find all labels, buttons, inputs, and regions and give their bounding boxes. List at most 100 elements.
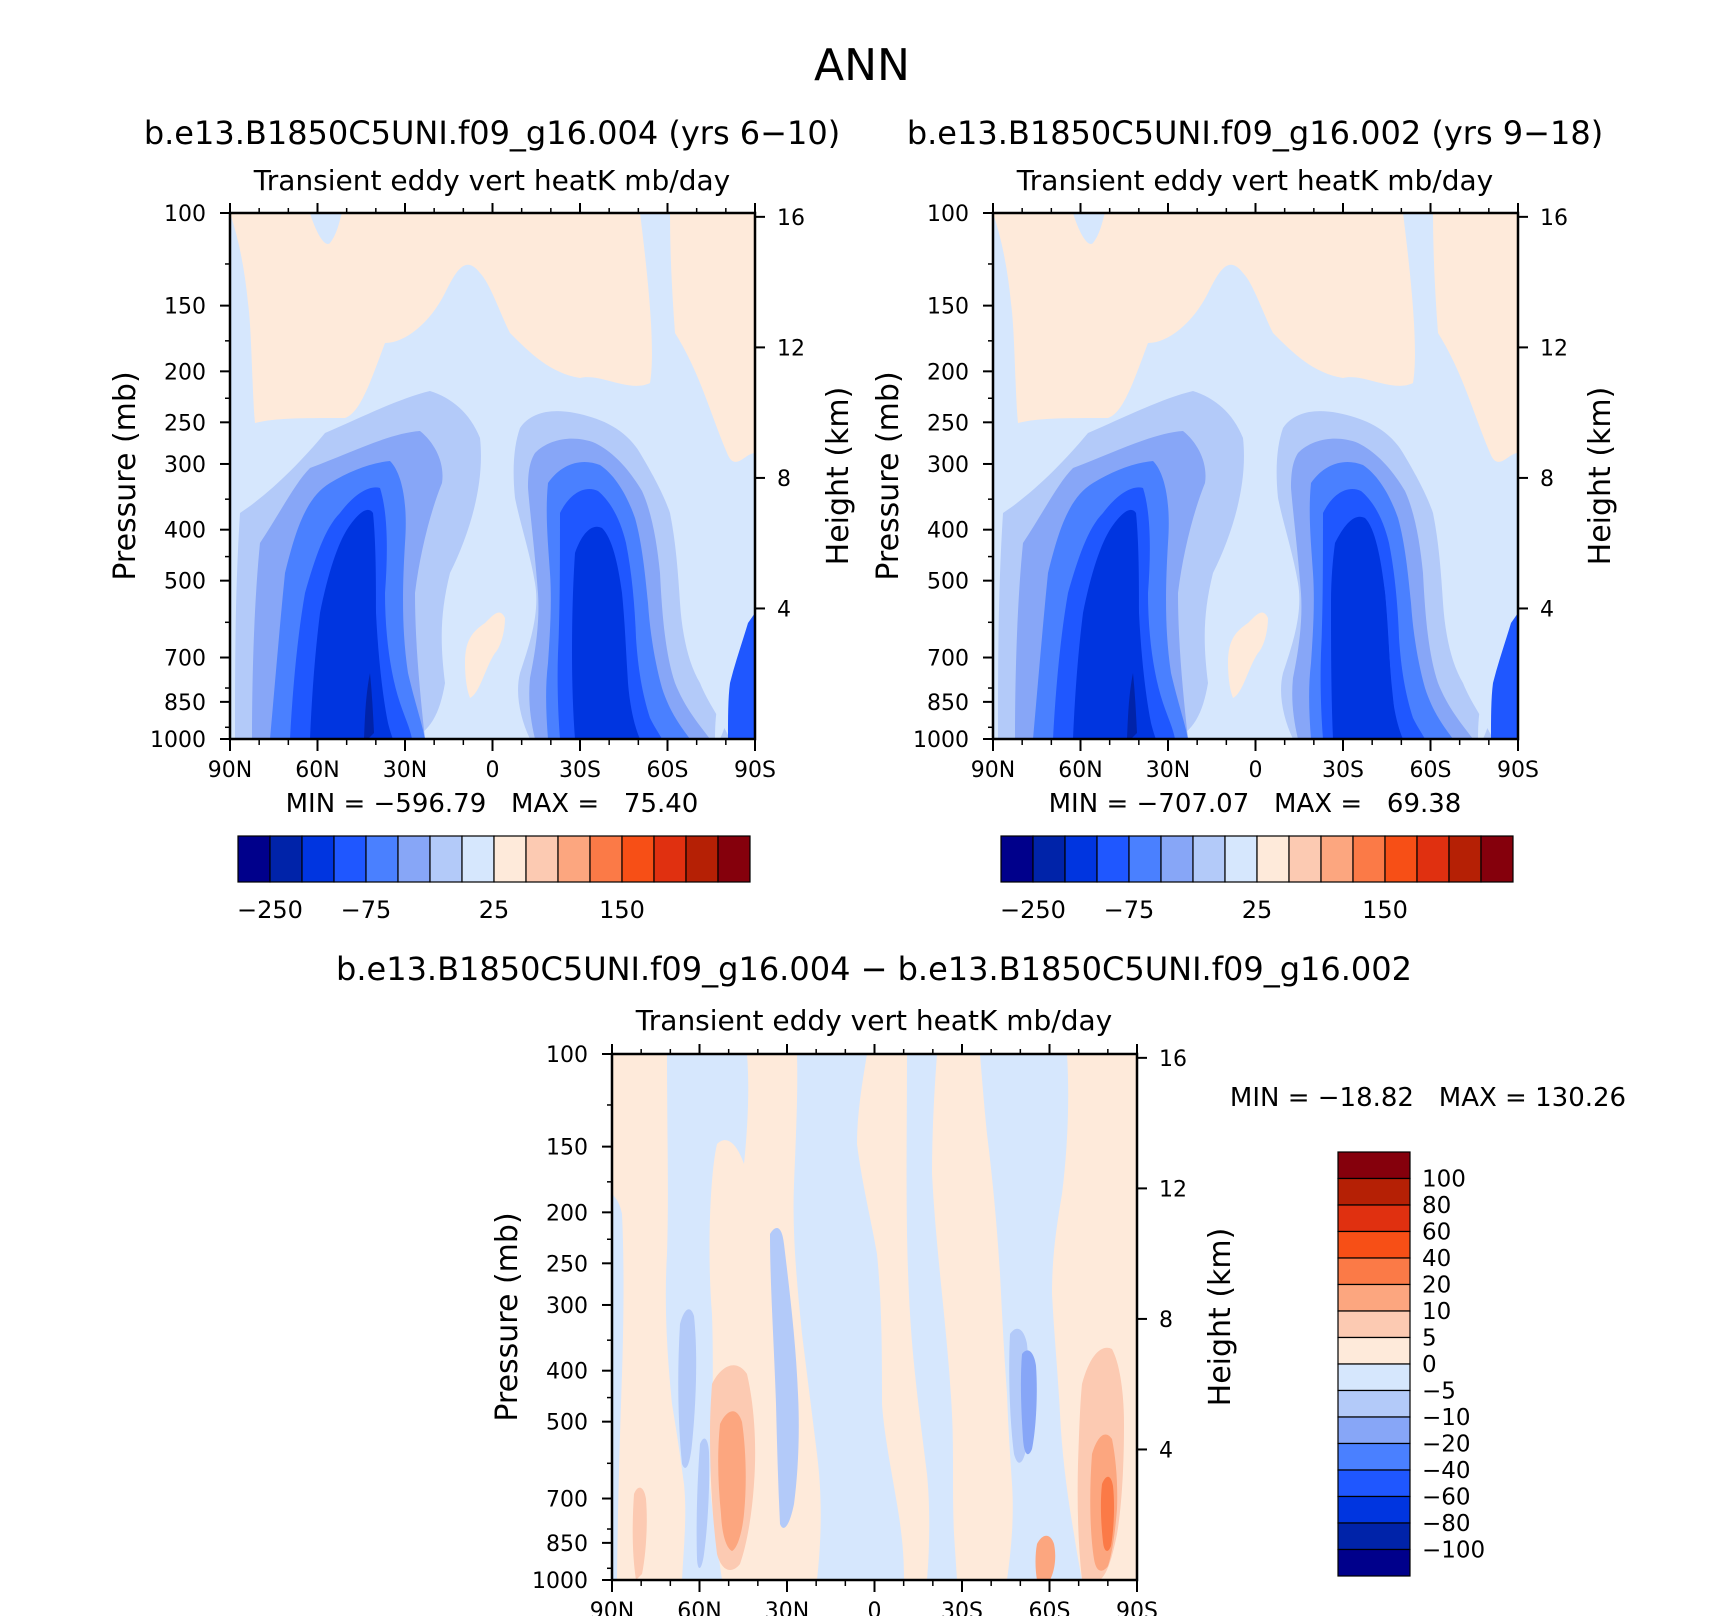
panel-2-min-max: MIN = −707.07 MAX = 69.38	[1049, 789, 1462, 819]
panel-diff-colorbar-swatch	[1337, 1204, 1411, 1233]
panel-diff-colorbar-swatch	[1337, 1442, 1411, 1471]
panel-2-colorbar-swatch	[1160, 835, 1194, 883]
panel-1-colorbar-swatch	[685, 835, 719, 883]
panel-1-variable-title: Transient eddy vert heatK mb/day	[253, 164, 730, 197]
panel-2-xtick-label: 90N	[971, 758, 1015, 783]
panel-diff-colorbar-swatch	[1337, 1522, 1411, 1551]
panel-2-colorbar-label: 25	[1242, 896, 1273, 924]
panel-2-colorbar-label: −75	[1104, 896, 1155, 924]
panel-1-ytick-label: 300	[164, 453, 206, 478]
panel-1-colorbar-label: −250	[237, 896, 303, 924]
panel-2-colorbar-swatch	[1192, 835, 1226, 883]
panel-1-y2tick-label: 12	[777, 336, 805, 361]
panel-diff-colorbar-label: 20	[1422, 1273, 1451, 1299]
panel-1-colorbar-swatch	[269, 835, 303, 883]
panel-diff-colorbar-swatch	[1337, 1257, 1411, 1286]
panel-diff-ytick-label: 1000	[532, 1569, 588, 1594]
panel-diff: b.e13.B1850C5UNI.f09_g16.004 − b.e13.B18…	[336, 950, 1626, 1616]
panel-diff-colorbar-swatch	[1337, 1230, 1411, 1259]
panel-diff-min-max: MIN = −18.82 MAX = 130.26	[1230, 1083, 1626, 1113]
panel-1-y2tick-label: 4	[777, 597, 791, 622]
panel-diff-axes: 100 150 200 250 300 400 500 700 850 1000 16 12 8 4 90N…	[532, 1043, 1187, 1616]
panel-2-y2tick-label: 4	[1540, 597, 1554, 622]
panel-2-colorbar-swatch	[1064, 835, 1098, 883]
panel-diff-colorbar-label: −80	[1422, 1511, 1471, 1537]
panel-diff-ylabel: Pressure (mb)	[490, 1212, 525, 1421]
panel-2-colorbar-swatch	[1000, 835, 1034, 883]
panel-2-colorbar-label: 150	[1362, 896, 1408, 924]
figure-title: ANN	[814, 40, 910, 91]
panel-diff-xtick-label: 30N	[765, 1599, 809, 1616]
panel-diff-ytick-label: 150	[546, 1136, 588, 1161]
panel-2-contour-field	[993, 213, 1518, 739]
panel-2-case-title: b.e13.B1850C5UNI.f09_g16.002 (yrs 9−18)	[907, 114, 1603, 152]
panel-2-colorbar-swatch	[1384, 835, 1418, 883]
panel-1-colorbar-swatch	[653, 835, 687, 883]
panel-1-contour-field	[230, 213, 755, 739]
panel-2-colorbar-swatch	[1032, 835, 1066, 883]
panel-2-y2tick-label: 16	[1540, 206, 1568, 231]
panel-diff-colorbar-swatch	[1337, 1548, 1411, 1577]
panel-diff-ytick-label: 850	[546, 1532, 588, 1557]
panel-2-colorbar-swatch	[1352, 835, 1386, 883]
panel-2-xtick-label: 60N	[1058, 758, 1102, 783]
panel-1-xtick-label: 90S	[734, 758, 776, 783]
panel-2-colorbar-swatch	[1128, 835, 1162, 883]
panel-2-colorbar-swatch	[1480, 835, 1514, 883]
panel-1-colorbar-swatch	[365, 835, 399, 883]
panel-diff-contour-field	[612, 1054, 1137, 1580]
panel-1-xtick-label: 60N	[295, 758, 339, 783]
panel-2-colorbar-swatch	[1256, 835, 1290, 883]
panel-diff-colorbar-swatch	[1337, 1151, 1411, 1180]
panel-diff-y2tick-label: 16	[1159, 1047, 1187, 1072]
panel-diff-xtick-label: 60N	[677, 1599, 721, 1616]
panel-diff-colorbar-label: −10	[1422, 1405, 1471, 1431]
panel-diff-colorbar-swatch	[1337, 1336, 1411, 1365]
panel-diff-colorbar-swatch	[1337, 1310, 1411, 1339]
panel-1-xtick-label: 0	[486, 758, 500, 783]
panel-1-colorbar-swatch	[461, 835, 495, 883]
panel-1-colorbar-swatch	[429, 835, 463, 883]
panel-1-colorbar-swatch	[557, 835, 591, 883]
panel-2-xtick-label: 60S	[1410, 758, 1452, 783]
panel-2-ytick-label: 300	[927, 453, 969, 478]
panel-2-ytick-label: 100	[927, 202, 969, 227]
panel-1-ytick-label: 200	[164, 360, 206, 385]
panel-2-colorbar-swatch	[1416, 835, 1450, 883]
panel-1-y2tick-label: 8	[777, 467, 791, 492]
panel-1-xtick-label: 90N	[208, 758, 252, 783]
panel-diff-colorbar-label: 60	[1422, 1220, 1451, 1246]
panel-diff-colorbar-label: 80	[1422, 1193, 1451, 1219]
panel-2-xtick-label: 0	[1249, 758, 1263, 783]
panel-1-y2label: Height (km)	[821, 387, 856, 566]
panel-1-colorbar-swatch	[717, 835, 751, 883]
panel-diff-colorbar-swatch	[1337, 1283, 1411, 1312]
panel-diff-variable-title: Transient eddy vert heatK mb/day	[635, 1004, 1112, 1037]
panel-diff-ytick-label: 400	[546, 1360, 588, 1385]
panel-diff-ytick-label: 200	[546, 1201, 588, 1226]
panel-2-ytick-label: 400	[927, 519, 969, 544]
panel-diff-colorbar-swatch	[1337, 1416, 1411, 1445]
panel-diff-colorbar-label: −5	[1422, 1379, 1456, 1405]
panel-2-colorbar-swatch	[1096, 835, 1130, 883]
panel-diff-colorbar-swatch	[1337, 1495, 1411, 1524]
panel-1-ytick-label: 850	[164, 691, 206, 716]
panel-2-ytick-label: 200	[927, 360, 969, 385]
panel-diff-colorbar-swatch	[1337, 1363, 1411, 1392]
panel-2: b.e13.B1850C5UNI.f09_g16.002 (yrs 9−18) …	[871, 114, 1618, 924]
panel-1-colorbar-swatch	[301, 835, 335, 883]
panel-diff-colorbar-label: −40	[1422, 1458, 1471, 1484]
panel-diff-ytick-label: 500	[546, 1411, 588, 1436]
panel-diff-colorbar-swatch	[1337, 1389, 1411, 1418]
panel-2-colorbar-swatch	[1224, 835, 1258, 883]
panel-1-ylabel: Pressure (mb)	[108, 371, 143, 580]
panel-diff-xtick-label: 30S	[941, 1599, 983, 1616]
panel-diff-xtick-label: 60S	[1029, 1599, 1071, 1616]
panel-1-ytick-label: 100	[164, 202, 206, 227]
panel-2-colorbar-swatch	[1448, 835, 1482, 883]
panel-1-colorbar-label: −75	[341, 896, 392, 924]
panel-diff-colorbar-label: −60	[1422, 1485, 1471, 1511]
panel-1-ytick-label: 400	[164, 519, 206, 544]
